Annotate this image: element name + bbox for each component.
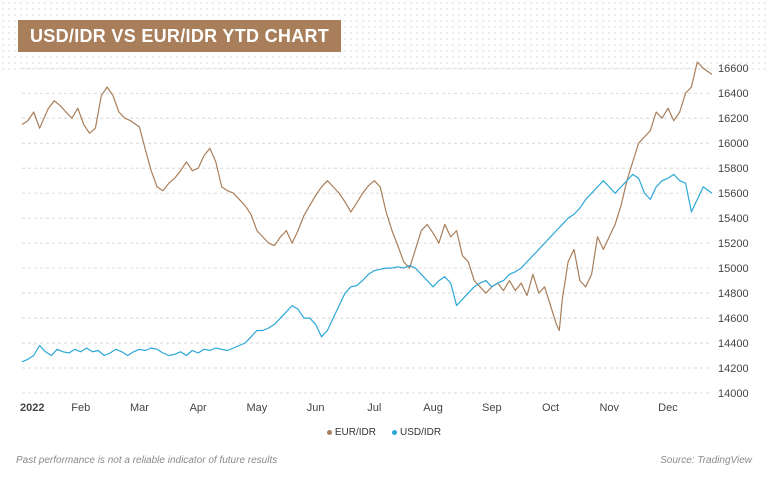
x-axis-ticks: 2022 Feb Mar Apr May Jun Jul Aug Sep Oct Nov Dec [20, 402, 678, 414]
chart-title-box: USD/IDR VS EUR/IDR YTD CHART [18, 20, 342, 52]
legend-label-usd: USD/IDR [400, 427, 442, 438]
series-lines [21, 61, 713, 363]
y-tick-label: 15200 [718, 238, 749, 250]
y-tick-label: 14000 [718, 388, 749, 400]
legend-dot-eur [326, 430, 332, 435]
legend-item-eur: EUR/IDR [326, 427, 376, 438]
legend-item-usd: USD/IDR [392, 427, 441, 438]
y-tick-label: 15800 [718, 163, 749, 175]
y-tick-label: 14800 [718, 288, 749, 300]
y-tick-label: 14600 [718, 313, 749, 325]
x-tick-label: Jun [307, 402, 325, 414]
x-tick-label: 2022 [20, 402, 44, 414]
x-tick-label: Nov [599, 402, 619, 414]
y-axis-ticks: 16600 16400 16200 16000 15800 15600 15400 15200… [718, 63, 749, 400]
x-tick-label: Aug [423, 402, 443, 414]
y-tick-label: 16600 [718, 63, 749, 75]
y-tick-label: 15600 [718, 188, 749, 200]
y-tick-label: 16400 [718, 88, 749, 100]
y-tick-label: 16200 [718, 113, 749, 125]
series-line-usd [21, 173, 713, 363]
x-tick-label: Mar [130, 402, 149, 414]
legend-dot-usd [392, 430, 397, 435]
y-tick-label: 14200 [718, 363, 749, 375]
y-tick-label: 14400 [718, 338, 749, 350]
x-tick-label: Dec [658, 402, 678, 414]
x-tick-label: Oct [542, 402, 559, 414]
chart-legend: EUR/IDR USD/IDR [0, 427, 768, 438]
x-tick-label: Apr [190, 402, 207, 414]
chart-title: USD/IDR VS EUR/IDR YTD CHART [30, 25, 330, 46]
x-tick-label: Sep [482, 402, 502, 414]
source-text: Source: TradingView [660, 455, 752, 466]
legend-label-eur: EUR/IDR [334, 427, 376, 438]
x-tick-label: Jul [367, 402, 381, 414]
x-tick-label: May [247, 402, 268, 414]
y-tick-label: 15400 [718, 213, 749, 225]
y-tick-label: 15000 [718, 263, 749, 275]
y-tick-label: 16000 [718, 138, 749, 150]
grid-lines [22, 67, 712, 394]
x-tick-label: Feb [71, 402, 90, 414]
series-line-eur [21, 61, 713, 332]
disclaimer-text: Past performance is not a reliable indic… [16, 455, 278, 466]
